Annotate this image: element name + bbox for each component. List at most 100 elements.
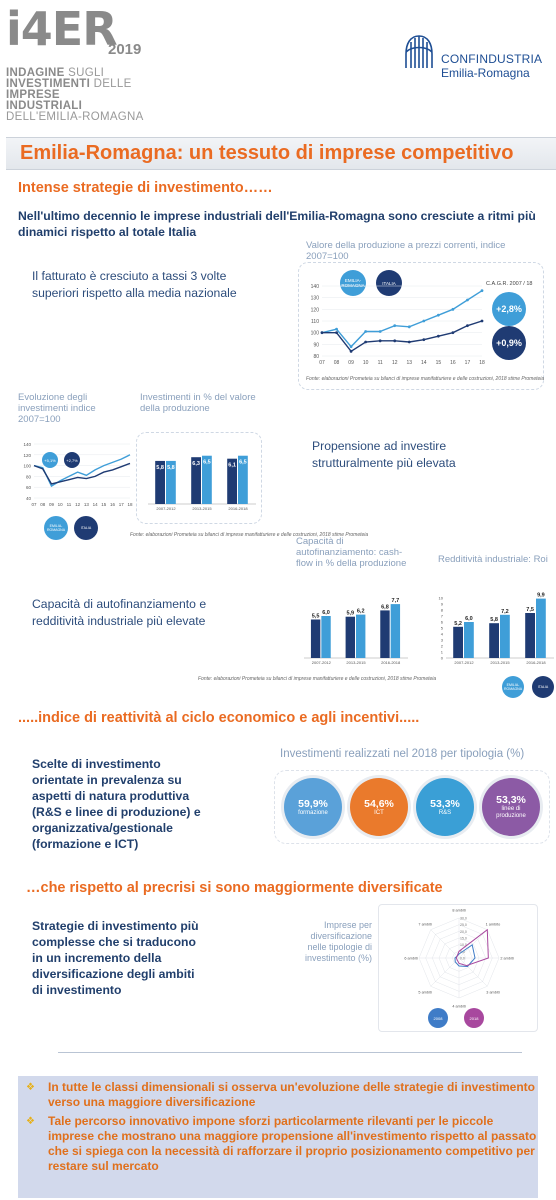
radar-axis: [458, 957, 488, 987]
y-tick-label: 110: [311, 319, 319, 325]
data-point-it: [393, 339, 397, 343]
y-tick-label: 80: [313, 354, 319, 360]
data-point-it: [466, 324, 469, 328]
category-label: 2016-2018: [526, 660, 546, 665]
radar-tick-label: 25,0: [460, 923, 467, 927]
data-point-er: [436, 313, 440, 317]
data-point-er: [378, 330, 382, 333]
radar-axis-label: 1 ambito: [486, 923, 501, 927]
bar: [464, 622, 474, 658]
data-point-it: [480, 319, 484, 323]
subtitle-line-bold: INDAGINE: [6, 67, 65, 79]
y-tick-label: 100: [23, 464, 31, 469]
bar: [238, 455, 248, 504]
x-tick-label: 14: [421, 360, 427, 366]
category-label: 2007-2012: [454, 660, 474, 665]
org-region: Emilia-Romagna: [441, 66, 530, 80]
title-bar: Emilia-Romagna: un tessuto di imprese co…: [6, 137, 556, 170]
data-point-er: [451, 307, 455, 311]
conclusion-bullet: Tale percorso innovativo impone sforzi p…: [48, 1114, 537, 1173]
cagr-er-badge: +2,8%: [492, 292, 526, 326]
bar: [536, 598, 546, 658]
subtitle-line-light: DELL'EMILIA-ROMAGNA: [6, 111, 144, 123]
report-year: 2019: [108, 41, 142, 58]
circle-value: 53,3%: [496, 794, 526, 806]
bar: [390, 604, 401, 658]
bar: [155, 460, 165, 504]
bar-value-label: 6,8: [381, 604, 389, 610]
bar: [500, 614, 510, 658]
chart-prod-source: Fonte: elaborazioni Prometeia su bilanci…: [306, 376, 545, 382]
data-point-er: [349, 345, 353, 349]
data-point-it: [364, 340, 368, 344]
section-heading-reattivita: .....indice di reattività al ciclo econo…: [18, 710, 420, 726]
x-tick-label: 13: [406, 360, 412, 366]
y-tick-label: 3: [441, 638, 444, 643]
y-tick-label: 130: [311, 296, 320, 302]
chart-roi-title: Redditività industriale: Roi: [438, 554, 548, 565]
subtitle-line-bold: INVESTIMENTI: [6, 78, 91, 90]
legend-roi-it: ITALIA: [532, 676, 554, 698]
data-point-er: [393, 324, 397, 328]
radar-legend-2008: 2008: [428, 1008, 448, 1028]
bar-value-label: 6,5: [203, 460, 211, 466]
category-label: 2013-2015: [192, 506, 212, 511]
capacita-text: Capacità di autofinanziamento e redditiv…: [32, 597, 207, 628]
radar-axis-label: 6 ambiti: [404, 957, 417, 961]
propensione-text: Propensione ad investire strutturalmente…: [312, 439, 456, 470]
x-tick-label: 15: [101, 502, 107, 507]
circle-label: ICT: [374, 809, 384, 816]
category-label: 2013-2015: [346, 660, 366, 665]
circle-label: linee di produzione: [496, 806, 526, 819]
circle-value: 59,9%: [298, 797, 328, 810]
radar-axis-label: 2 ambiti: [500, 957, 513, 961]
y-tick-label: 6: [441, 620, 444, 625]
x-tick-label: 11: [67, 502, 72, 507]
badge-inv-it: +2,7%: [64, 452, 80, 468]
section-intro: Nell'ultimo decennio le imprese industri…: [18, 209, 536, 239]
x-tick-label: 10: [363, 360, 369, 366]
radar-legend-2018: 2018: [464, 1008, 484, 1028]
radar-tick-label: 20,0: [460, 930, 467, 934]
y-tick-label: 10: [439, 596, 444, 601]
page-title: Emilia-Romagna: un tessuto di imprese co…: [20, 142, 514, 164]
badge-inv-er: +5,1%: [42, 452, 58, 468]
radar-tick-label: 15,0: [460, 937, 467, 941]
section-heading-investimento: Intense strategie di investimento……: [18, 180, 273, 196]
y-tick-label: 9: [441, 602, 444, 607]
data-point-it: [422, 338, 426, 342]
bar-value-label: 6,0: [465, 616, 473, 622]
cagr-label: C.A.G.R. 2007 / 18: [486, 281, 533, 287]
bar: [525, 613, 535, 658]
data-point-it: [320, 331, 324, 335]
subtitle-line-bold: INDUSTRIALI: [6, 100, 83, 112]
x-tick-label: 09: [49, 502, 55, 507]
x-tick-label: 17: [465, 360, 471, 366]
x-tick-label: 11: [378, 360, 383, 366]
data-point-er: [335, 327, 338, 331]
x-tick-label: 17: [119, 502, 125, 507]
radar-axis-label: 3 ambiti: [486, 990, 499, 994]
y-tick-label: 4: [441, 632, 444, 637]
bar-value-label: 5,5: [312, 614, 320, 620]
series-line-it: [33, 462, 131, 485]
data-point-it: [335, 331, 338, 335]
chart-pct-frame: [136, 432, 262, 524]
bar-value-label: 5,8: [167, 465, 175, 471]
category-label: 2013-2015: [490, 660, 510, 665]
x-tick-label: 10: [58, 502, 64, 507]
bar: [380, 610, 390, 658]
bar-value-label: 7,2: [501, 609, 509, 615]
bar-value-label: 6,0: [322, 610, 330, 616]
circles-frame: [274, 770, 550, 844]
legend-roi-er: EMILIA-ROMAGNA: [502, 676, 524, 698]
radar-axis-label: 5 ambiti: [418, 990, 431, 994]
radar-tick-label: 0,0: [460, 957, 465, 961]
org-name: CONFINDUSTRIA: [441, 52, 543, 66]
chart-auto-svg: 5,56,0 2007-2012 5,9 6,2 2013-2015 6,87,7 2016…: [304, 598, 408, 665]
bar-value-label: 5,8: [490, 617, 498, 623]
chart-prod-title: Valore della produzione a prezzi corrent…: [306, 240, 506, 262]
data-point-er: [422, 319, 426, 323]
y-tick-label: 5: [441, 626, 444, 631]
bar-value-label: 6,3: [192, 461, 200, 467]
